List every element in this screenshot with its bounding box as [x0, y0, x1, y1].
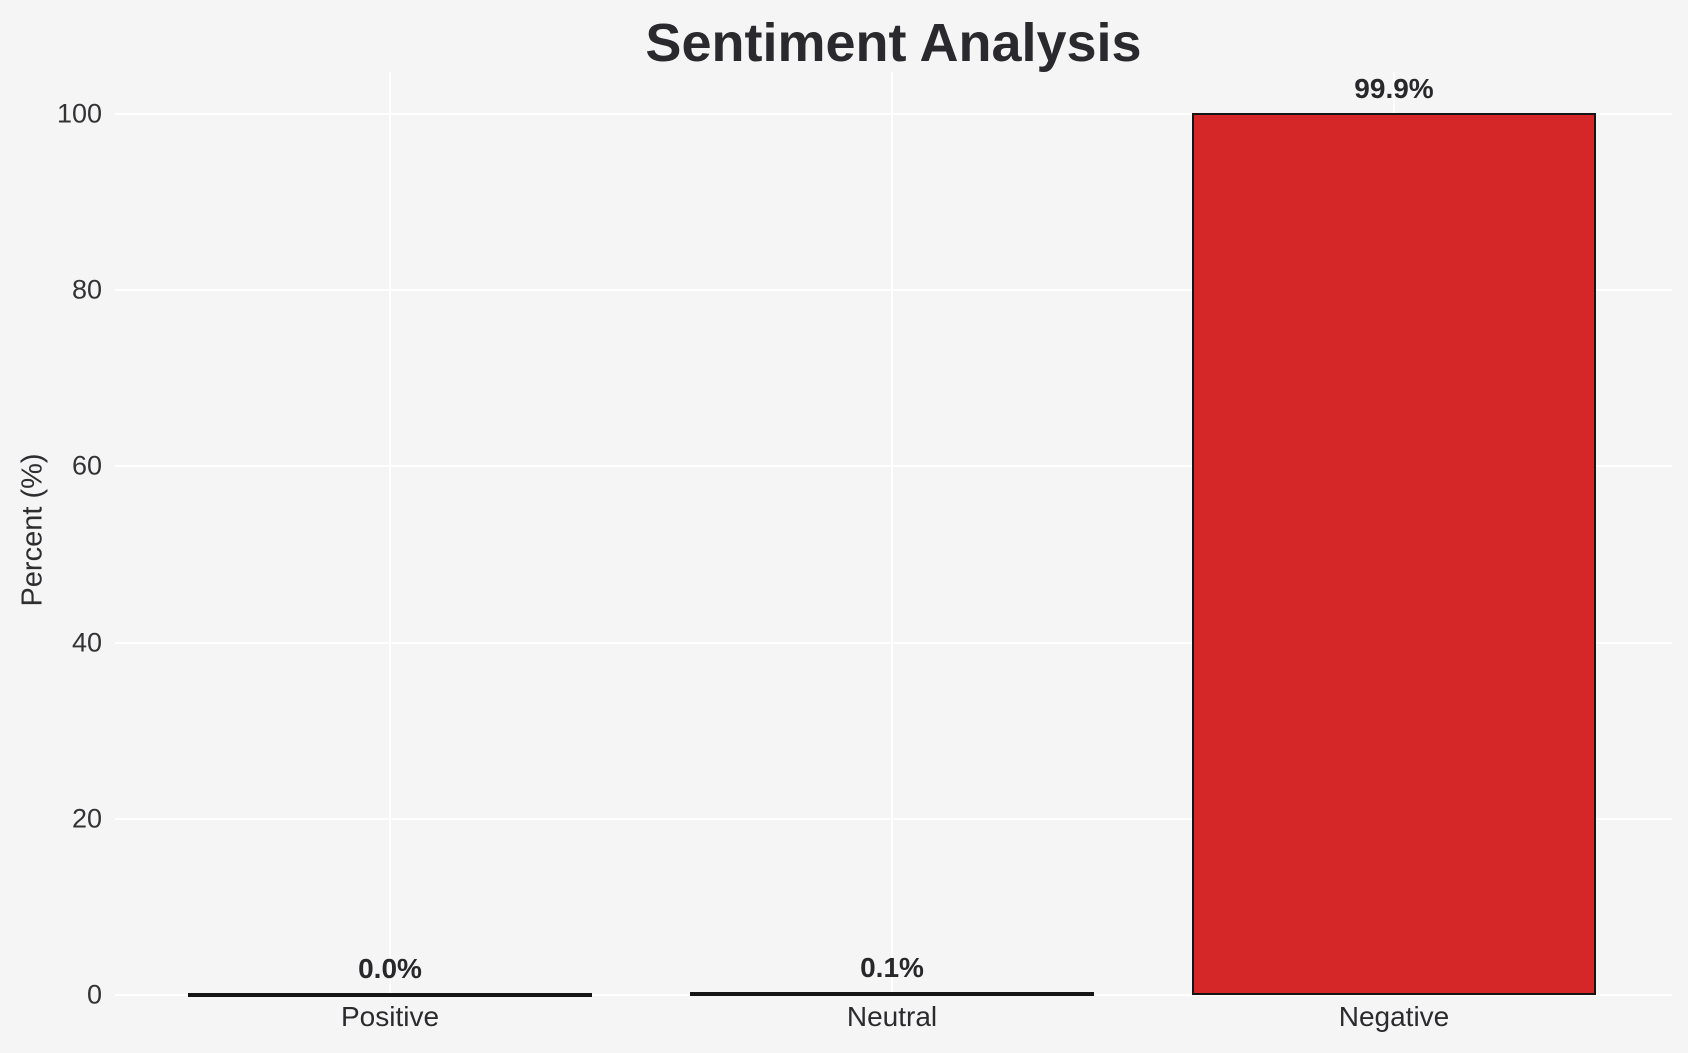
v-gridline-neutral: [891, 72, 893, 995]
h-gridline-60: [115, 465, 1672, 468]
h-gridline-100: [115, 113, 1672, 115]
value-label-positive: 0.0%: [358, 953, 422, 984]
bar-neutral: [690, 992, 1094, 996]
x-tick-label-neutral: Neutral: [846, 1001, 938, 1032]
y-tick-label-80: 80: [71, 274, 102, 305]
y-tick-label-100: 100: [56, 98, 102, 129]
bar-negative: [1192, 113, 1596, 995]
v-gridline-positive: [389, 72, 391, 995]
chart-title: Sentiment Analysis: [645, 13, 1142, 73]
h-gridline-20: [115, 817, 1672, 820]
y-tick-label-60: 60: [71, 450, 102, 481]
h-gridline-40: [115, 641, 1672, 644]
bar-positive: [188, 993, 592, 997]
y-tick-label-40: 40: [71, 627, 102, 658]
y-tick-label-0: 0: [86, 979, 102, 1010]
y-tick-label-20: 20: [71, 803, 102, 834]
x-tick-label-negative: Negative: [1338, 1001, 1450, 1032]
x-tick-label-positive: Positive: [340, 1001, 440, 1032]
value-label-negative: 99.9%: [1354, 73, 1434, 104]
value-label-neutral: 0.1%: [860, 952, 924, 983]
h-gridline-80: [115, 289, 1672, 292]
